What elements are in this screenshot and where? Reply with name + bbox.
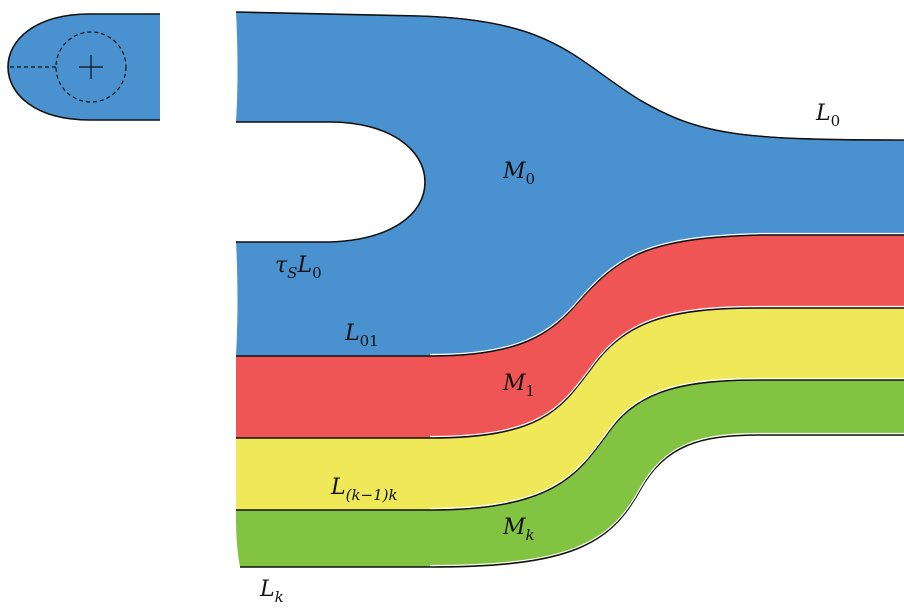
curve-l0-top	[235, 11, 904, 141]
boundary-highlights	[419, 13, 904, 567]
label-lk: Lk	[259, 577, 284, 605]
region-m1	[236, 235, 904, 438]
label-m1: M1	[502, 371, 535, 400]
region-m0	[236, 12, 904, 356]
curve-l01	[236, 234, 904, 357]
label-lk1k: L(k−1)k	[330, 475, 398, 504]
highlight-lk1k	[429, 377, 904, 510]
region-mk	[236, 380, 904, 567]
label-mk: Mk	[502, 515, 535, 544]
label-m0: M0	[502, 159, 535, 188]
cap-piece	[7, 13, 160, 121]
label-tau-l0: τSL0	[275, 253, 322, 282]
highlight-lk	[429, 432, 904, 567]
cap-boundary	[7, 13, 160, 121]
boundary-lines	[235, 11, 904, 568]
curve-lk	[240, 434, 904, 568]
curve-red-yellow	[236, 307, 904, 439]
curve-inner-cusp	[236, 121, 426, 243]
cap-dashed-circle	[55, 31, 127, 103]
region-yellow	[236, 308, 904, 510]
label-l0: L0	[815, 101, 840, 130]
curve-lk1k	[236, 379, 904, 511]
highlight-l01	[429, 232, 904, 356]
highlight-ry	[429, 305, 904, 438]
label-l01: L01	[344, 321, 379, 350]
highlight-l0	[419, 13, 904, 140]
